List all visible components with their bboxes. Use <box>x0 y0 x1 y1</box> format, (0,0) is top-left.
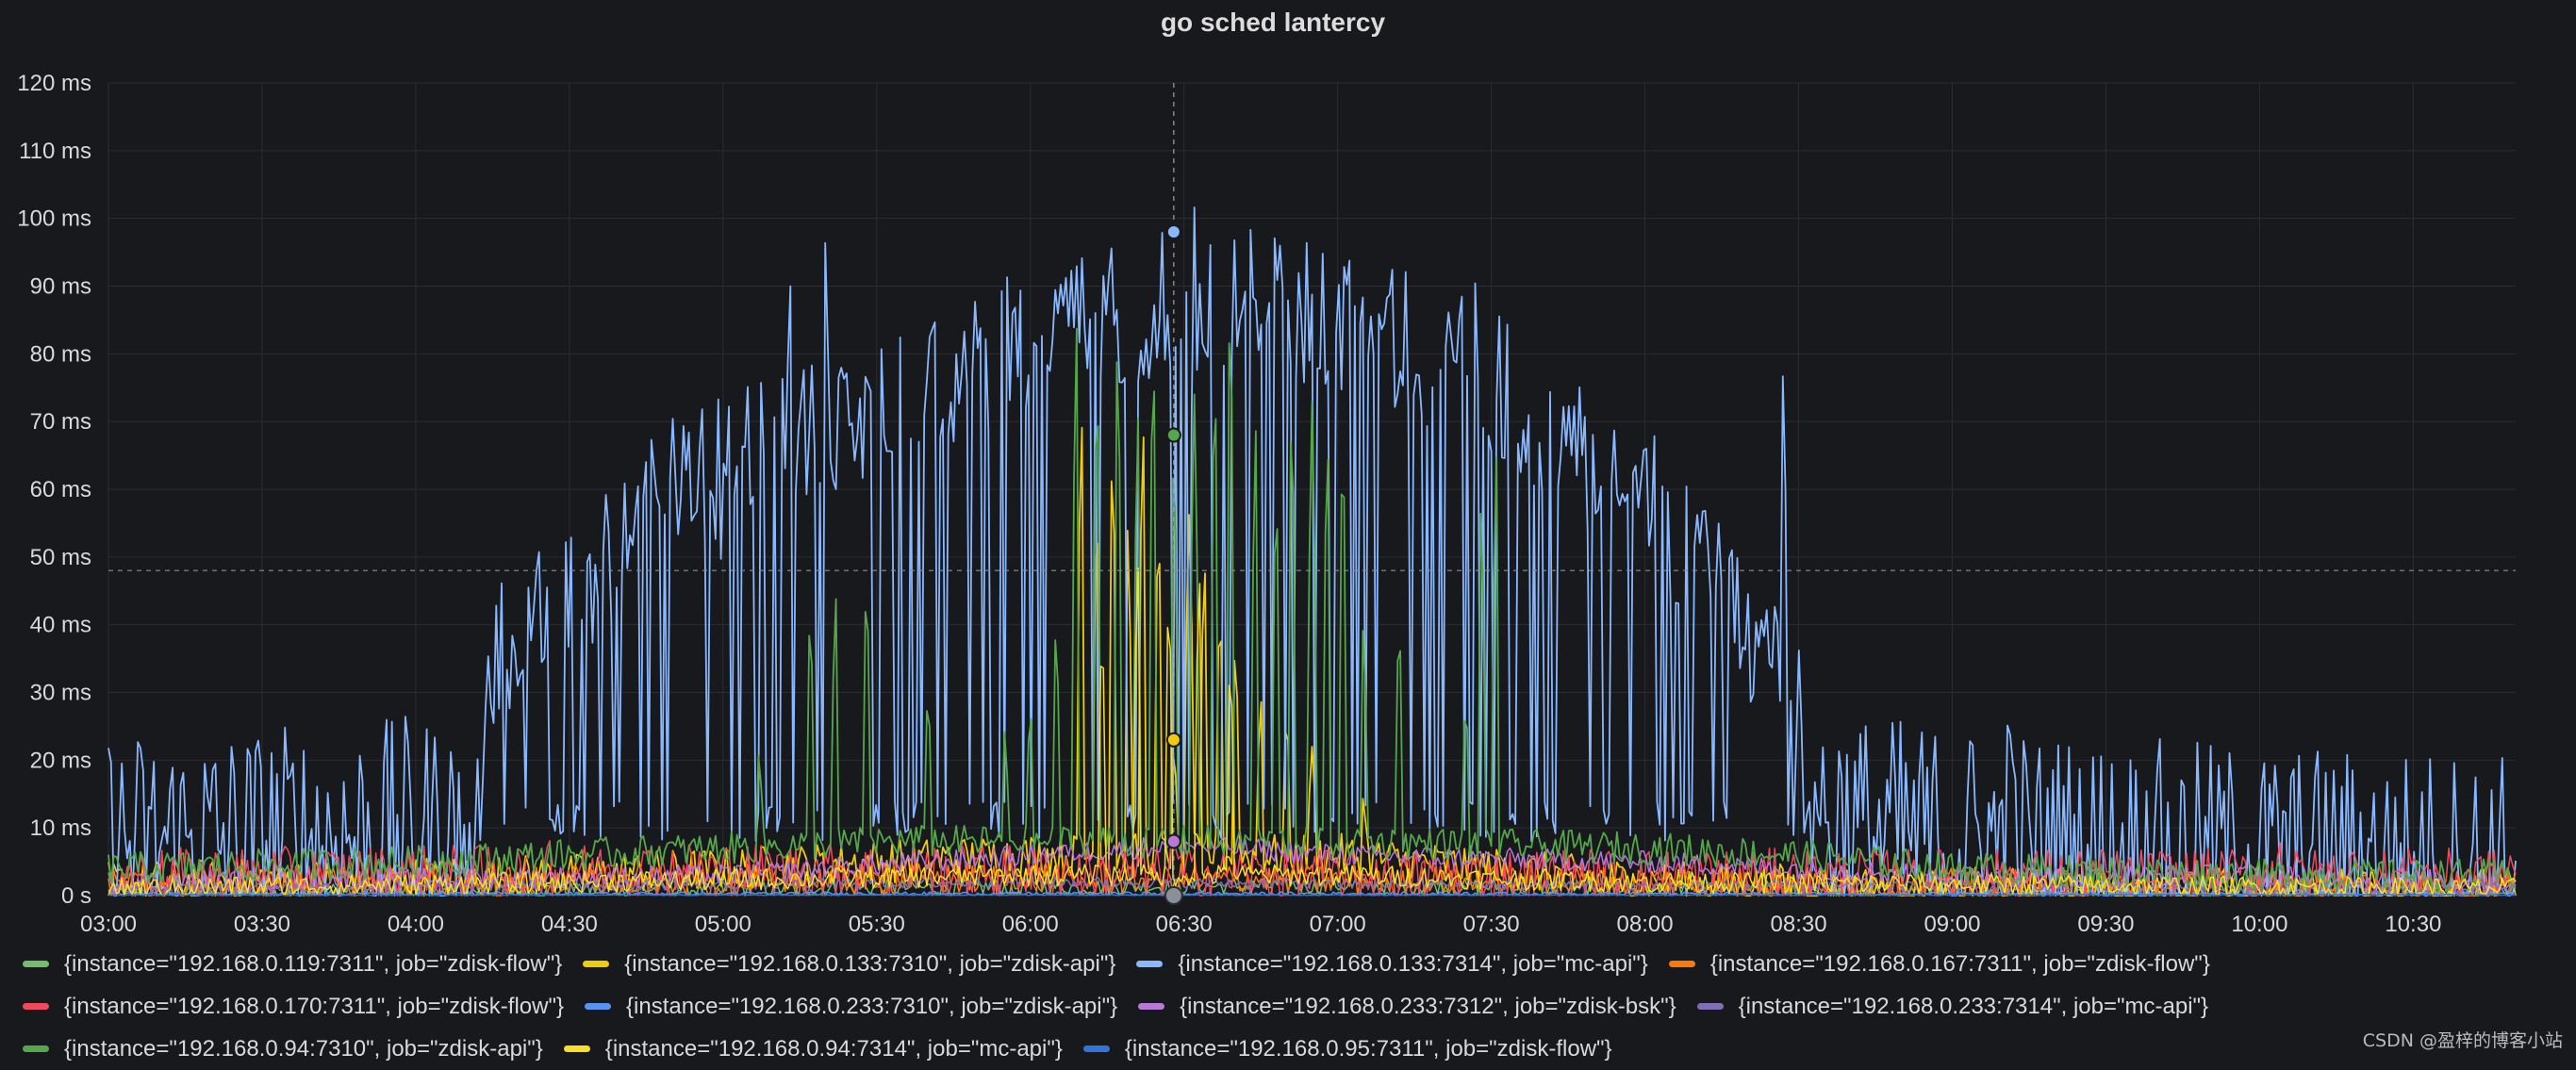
legend-item[interactable]: {instance="192.168.0.95:7311", job="zdis… <box>1082 1035 1612 1062</box>
legend-item[interactable]: {instance="192.168.0.94:7314", job="mc-a… <box>563 1035 1063 1062</box>
series-line[interactable] <box>107 206 2517 897</box>
y-tick-label: 90 ms <box>30 274 91 300</box>
legend-swatch <box>585 1003 612 1010</box>
y-tick-label: 30 ms <box>30 681 91 706</box>
legend-swatch <box>583 961 610 967</box>
legend-swatch <box>1696 1003 1724 1010</box>
hover-point <box>1165 833 1181 849</box>
chart-legend: {instance="192.168.0.119:7311", job="zdi… <box>23 943 2474 1070</box>
time-series-chart[interactable]: 0 s 10 ms 20 ms 30 ms 40 ms 50 ms 60 ms 70 ms 80… <box>0 0 2576 943</box>
legend-label: {instance="192.168.0.170:7311", job="zdi… <box>64 993 565 1019</box>
legend-item[interactable]: {instance="192.168.0.119:7311", job="zdi… <box>23 951 562 978</box>
legend-label: {instance="192.168.0.119:7311", job="zdi… <box>64 950 563 977</box>
legend-swatch <box>23 961 49 967</box>
y-tick-label: 40 ms <box>30 613 91 638</box>
series-line[interactable] <box>107 893 2517 897</box>
x-tick-label: 04:30 <box>541 912 598 937</box>
x-tick-label: 07:00 <box>1310 912 1366 937</box>
legend-label: {instance="192.168.0.233:7310", job="zdi… <box>626 993 1118 1019</box>
hover-point <box>1165 427 1181 443</box>
legend-item[interactable]: {instance="192.168.0.167:7311", job="zdi… <box>1668 950 2210 978</box>
y-tick-label: 10 ms <box>30 815 91 841</box>
legend-item[interactable]: {instance="192.168.0.133:7310", job="zdi… <box>583 951 1115 978</box>
y-tick-label: 60 ms <box>30 477 91 502</box>
legend-label: {instance="192.168.0.233:7312", job="zdi… <box>1180 993 1676 1019</box>
x-axis: 03:00 03:30 04:00 04:30 05:00 05:30 06:00 06:30… <box>80 912 2441 937</box>
legend-label: {instance="192.168.0.95:7311", job="zdis… <box>1124 1035 1612 1062</box>
legend-label: {instance="192.168.0.94:7314", job="mc-a… <box>604 1035 1063 1062</box>
series-line[interactable] <box>107 876 2517 895</box>
legend-swatch <box>1668 961 1695 967</box>
series-line[interactable] <box>107 327 2517 893</box>
x-tick-label: 10:30 <box>2385 912 2441 937</box>
y-tick-label: 20 ms <box>30 748 91 773</box>
y-tick-label: 50 ms <box>30 545 91 570</box>
legend-swatch <box>1136 961 1164 967</box>
x-tick-label: 05:30 <box>849 912 905 937</box>
csdn-watermark: CSDN @盈梓的博客小站 <box>2362 1030 2563 1051</box>
x-tick-label: 03:00 <box>80 912 137 937</box>
y-axis: 0 s 10 ms 20 ms 30 ms 40 ms 50 ms 60 ms 70 ms 80… <box>17 71 91 909</box>
chart-grid <box>107 82 2516 897</box>
x-tick-label: 08:30 <box>1771 912 1827 937</box>
legend-label: {instance="192.168.0.94:7310", job="zdis… <box>64 1035 543 1062</box>
crosshair-handle[interactable] <box>1164 886 1183 905</box>
legend-swatch <box>23 1045 49 1052</box>
legend-item[interactable]: {instance="192.168.0.170:7311", job="zdi… <box>23 994 564 1020</box>
x-tick-label: 09:30 <box>2077 912 2134 937</box>
chart-overlay <box>108 83 2516 905</box>
x-tick-label: 06:00 <box>1002 912 1059 937</box>
hover-point <box>1165 224 1181 240</box>
x-tick-label: 07:30 <box>1463 912 1520 937</box>
x-tick-label: 09:00 <box>1924 912 1980 937</box>
hover-point <box>1165 732 1181 748</box>
legend-row: {instance="192.168.0.94:7310", job="zdis… <box>23 1028 2474 1070</box>
legend-swatch <box>563 1045 590 1052</box>
y-tick-label: 0 s <box>61 883 91 909</box>
legend-row: {instance="192.168.0.119:7311", job="zdi… <box>23 943 2474 985</box>
legend-row: {instance="192.168.0.170:7311", job="zdi… <box>23 985 2474 1028</box>
legend-item[interactable]: {instance="192.168.0.94:7310", job="zdis… <box>23 1036 543 1062</box>
x-tick-label: 05:00 <box>695 912 751 937</box>
legend-label: {instance="192.168.0.133:7314", job="mc-… <box>1178 950 1648 977</box>
legend-label: {instance="192.168.0.167:7311", job="zdi… <box>1709 950 2210 977</box>
legend-item[interactable]: {instance="192.168.0.133:7314", job="mc-… <box>1136 950 1648 978</box>
legend-item[interactable]: {instance="192.168.0.233:7312", job="zdi… <box>1138 994 1676 1020</box>
x-tick-label: 04:00 <box>388 912 444 937</box>
legend-item[interactable]: {instance="192.168.0.233:7314", job="mc-… <box>1696 993 2209 1020</box>
y-tick-label: 100 ms <box>17 206 91 232</box>
legend-swatch <box>1138 1003 1165 1010</box>
x-tick-label: 10:00 <box>2231 912 2287 937</box>
legend-swatch <box>23 1003 49 1010</box>
legend-label: {instance="192.168.0.233:7314", job="mc-… <box>1738 993 2209 1019</box>
y-tick-label: 80 ms <box>30 341 91 367</box>
legend-swatch <box>1082 1045 1110 1052</box>
x-tick-label: 03:30 <box>234 912 290 937</box>
series-line[interactable] <box>107 568 2517 897</box>
y-tick-label: 110 ms <box>19 139 91 164</box>
chart-series <box>107 206 2517 897</box>
panel-title[interactable]: go sched lantercy <box>1160 8 1386 37</box>
x-tick-label: 08:00 <box>1617 912 1674 937</box>
legend-label: {instance="192.168.0.133:7310", job="zdi… <box>624 950 1116 977</box>
legend-item[interactable]: {instance="192.168.0.233:7310", job="zdi… <box>585 994 1117 1020</box>
x-tick-label: 06:30 <box>1156 912 1213 937</box>
y-tick-label: 70 ms <box>30 409 91 435</box>
y-tick-label: 120 ms <box>17 71 91 96</box>
